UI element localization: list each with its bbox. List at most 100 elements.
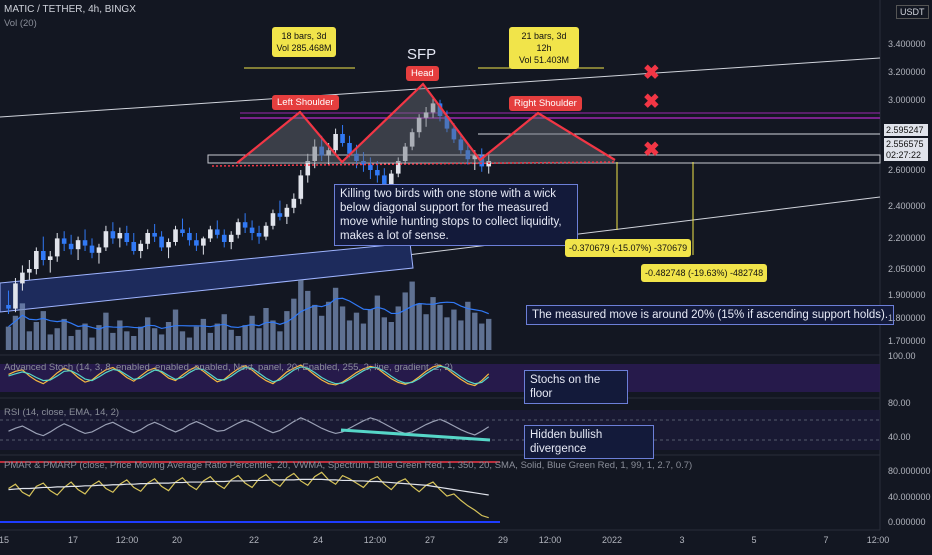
volume-bar-56 bbox=[395, 306, 401, 350]
time-tick: 12:00 bbox=[538, 535, 562, 545]
candle-body-62 bbox=[437, 103, 443, 116]
volume-bar-15 bbox=[110, 332, 116, 350]
invalidation-x-icon-3: ✖ bbox=[643, 139, 660, 161]
current-price-tag: 2.556575 bbox=[884, 138, 928, 150]
candle-body-14 bbox=[103, 231, 109, 248]
rsi-line bbox=[8, 417, 490, 437]
volume-bar-31 bbox=[221, 314, 227, 350]
volume-bar-35 bbox=[249, 315, 255, 350]
hs-pattern-fill bbox=[237, 84, 615, 163]
bars-range-box-left: 18 bars, 3d Vol 285.468M bbox=[272, 27, 336, 57]
candle-body-11 bbox=[82, 240, 88, 246]
countdown-tag: 02:27:22 bbox=[884, 149, 928, 161]
volume-bar-32 bbox=[228, 329, 234, 350]
bars-range-left-line2: Vol 285.468M bbox=[276, 43, 332, 53]
volume-bar-1 bbox=[12, 315, 19, 350]
candle-body-33 bbox=[235, 222, 241, 235]
time-tick: 7 bbox=[823, 535, 829, 545]
candle-body-59 bbox=[416, 117, 422, 133]
candle-body-0 bbox=[6, 305, 11, 309]
candle-body-31 bbox=[221, 234, 227, 242]
candle-body-20 bbox=[145, 233, 150, 244]
candle-body-41 bbox=[291, 198, 297, 208]
candle-body-5 bbox=[40, 251, 46, 260]
candle-body-23 bbox=[166, 242, 171, 248]
time-tick: 5 bbox=[751, 535, 757, 545]
candle-body-68 bbox=[479, 155, 485, 167]
price-tick: 2.200000 bbox=[888, 233, 926, 243]
pmar-axis-tick-80: 80.000000 bbox=[888, 466, 931, 476]
volume-bar-46 bbox=[325, 301, 332, 350]
candle-body-40 bbox=[284, 207, 290, 217]
price-tick: 1.900000 bbox=[888, 290, 926, 300]
volume-bar-8 bbox=[61, 318, 67, 350]
candle-body-16 bbox=[117, 233, 123, 239]
rsi-indicator-title[interactable]: RSI (14, close, EMA, 14, 2) bbox=[4, 407, 120, 418]
volume-bar-23 bbox=[165, 322, 172, 350]
volume-label[interactable]: Vol (20) bbox=[4, 18, 37, 29]
volume-bar-41 bbox=[291, 298, 297, 350]
candle-body-50 bbox=[354, 153, 359, 161]
price-tick: 2.600000 bbox=[888, 165, 926, 175]
volume-bar-0 bbox=[5, 326, 12, 350]
volume-bar-2 bbox=[19, 303, 26, 350]
bars-range-box-right: 21 bars, 3d 12h Vol 51.403M bbox=[509, 27, 579, 69]
measure-label-1: -0.370679 (-15.07%) -370679 bbox=[565, 239, 692, 257]
candle-body-7 bbox=[54, 238, 60, 257]
volume-bar-33 bbox=[235, 336, 241, 350]
candle-body-2 bbox=[20, 272, 25, 284]
candle-body-19 bbox=[138, 243, 144, 251]
pmar-indicator-title[interactable]: PMAR & PMARP (close, Price Moving Averag… bbox=[4, 460, 693, 471]
candle-body-57 bbox=[402, 146, 408, 161]
volume-bar-49 bbox=[346, 320, 353, 350]
note-stochs: Stochs on the floor bbox=[524, 370, 628, 404]
candle-body-24 bbox=[173, 229, 178, 242]
volume-bar-62 bbox=[437, 304, 443, 350]
volume-bar-5 bbox=[40, 311, 46, 350]
time-tick: 12:00 bbox=[363, 535, 387, 545]
candle-body-27 bbox=[194, 240, 199, 246]
price-tick: 3.000000 bbox=[888, 95, 926, 105]
candle-body-53 bbox=[375, 170, 380, 176]
volume-bar-51 bbox=[360, 323, 367, 350]
stoch-indicator-title[interactable]: Advanced Stoch (14, 3, 8, enabled, enabl… bbox=[4, 362, 453, 373]
volume-bar-65 bbox=[458, 320, 464, 350]
price-tick: 1.700000 bbox=[888, 336, 926, 346]
candle-body-55 bbox=[388, 173, 394, 185]
invalidation-x-icon-1: ✖ bbox=[643, 62, 660, 84]
candle-body-6 bbox=[47, 256, 53, 260]
price-tick: 2.050000 bbox=[888, 264, 926, 274]
candle-body-52 bbox=[368, 164, 373, 170]
candle-body-10 bbox=[75, 240, 81, 250]
time-tick: 29 bbox=[497, 535, 509, 545]
sfp-label: SFP bbox=[407, 46, 437, 63]
bars-range-left-line1: 18 bars, 3d bbox=[281, 31, 327, 41]
time-tick: 12:00 bbox=[866, 535, 890, 545]
candle-body-56 bbox=[395, 161, 401, 174]
hs-pattern-line bbox=[236, 82, 616, 164]
pmar-axis-tick-0: 0.000000 bbox=[888, 517, 926, 527]
rsi-axis-tick-80: 80.00 bbox=[888, 398, 911, 408]
volume-bar-7 bbox=[54, 328, 60, 350]
bars-range-right-line2: Vol 51.403M bbox=[518, 55, 570, 65]
candle-body-12 bbox=[89, 245, 95, 253]
volume-bar-25 bbox=[179, 331, 186, 350]
symbol-title[interactable]: MATIC / TETHER, 4h, BINGX bbox=[4, 4, 136, 15]
currency-badge[interactable]: USDT bbox=[896, 5, 929, 19]
volume-bar-52 bbox=[367, 309, 374, 350]
volume-bar-18 bbox=[131, 336, 137, 350]
measure-label-2: -0.482748 (-19.63%) -482748 bbox=[641, 264, 768, 282]
candle-body-26 bbox=[187, 233, 192, 241]
volume-bar-37 bbox=[263, 308, 269, 350]
candle-body-22 bbox=[159, 236, 164, 248]
volume-bar-44 bbox=[312, 304, 318, 350]
candle-body-64 bbox=[451, 128, 457, 140]
volume-bar-43 bbox=[305, 290, 311, 350]
price-tick: 3.400000 bbox=[888, 39, 926, 49]
last-price-tag: 2.595247 bbox=[884, 124, 928, 136]
candle-body-29 bbox=[208, 229, 213, 239]
candle-body-65 bbox=[458, 139, 464, 151]
volume-bar-27 bbox=[193, 326, 200, 350]
candle-body-44 bbox=[312, 146, 318, 161]
